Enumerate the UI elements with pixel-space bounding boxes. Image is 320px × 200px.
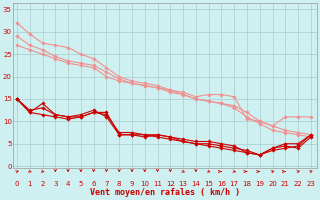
X-axis label: Vent moyen/en rafales ( km/h ): Vent moyen/en rafales ( km/h ) (90, 188, 240, 197)
